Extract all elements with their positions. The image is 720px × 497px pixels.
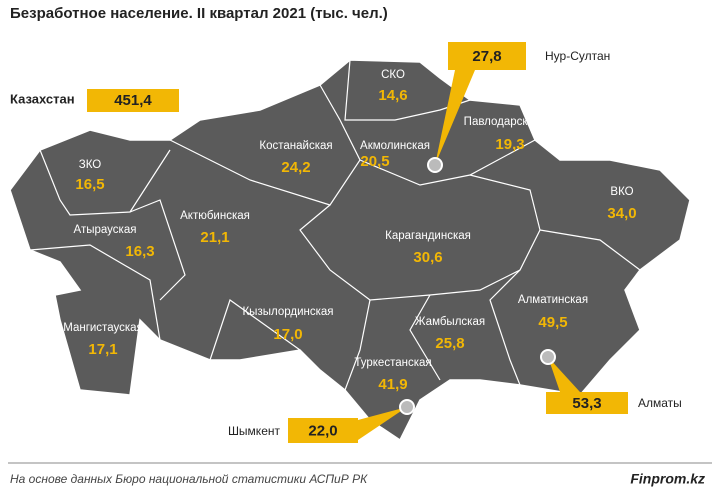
region-name: Алматинская <box>518 294 588 306</box>
city-pointer <box>358 407 407 440</box>
region-value: 21,1 <box>200 229 229 246</box>
city-marker <box>540 349 556 365</box>
brand: Finprom.kz <box>630 471 705 487</box>
city-name: Алматы <box>638 396 682 410</box>
title: Безработное население. II квартал 2021 (… <box>10 5 388 22</box>
region-value: 19,3 <box>495 136 524 153</box>
region-name: Костанайская <box>259 140 332 152</box>
region-value: 14,6 <box>378 87 407 104</box>
region-value: 16,5 <box>75 176 104 193</box>
region-borders <box>29 59 641 391</box>
region-value: 16,3 <box>125 243 154 260</box>
region-value: 30,6 <box>413 249 442 266</box>
region-value: 49,5 <box>538 314 567 331</box>
city-value: 22,0 <box>308 422 337 439</box>
region-name: Павлодарская <box>464 116 541 128</box>
region-name: ВКО <box>610 186 633 198</box>
city-pointer <box>548 357 580 392</box>
city-value: 53,3 <box>572 395 601 412</box>
region-value: 41,9 <box>378 376 407 393</box>
city-value: 27,8 <box>472 48 501 65</box>
city-box <box>288 418 358 443</box>
city-pointer <box>435 70 475 165</box>
region-name: Акмолинская <box>360 140 430 152</box>
total-box <box>87 89 179 112</box>
region-name: Жамбылская <box>415 316 485 328</box>
city-name: Шымкент <box>228 424 281 438</box>
region-value: 20,5 <box>360 153 389 170</box>
city-name: Нур-Султан <box>545 49 610 63</box>
region-name: Кызылординская <box>242 306 333 318</box>
source: На основе данных Бюро национальной стати… <box>10 472 368 486</box>
region-name: ЗКО <box>79 159 102 171</box>
region-name: Карагандинская <box>385 230 471 242</box>
region-name: Туркестанская <box>354 357 431 369</box>
region-value: 17,1 <box>88 341 117 358</box>
city-box <box>448 42 526 70</box>
region-name: Мангистауская <box>63 322 143 334</box>
city-marker <box>399 399 415 415</box>
region-value: 24,2 <box>281 159 310 176</box>
country-shape <box>9 59 691 442</box>
region-name: СКО <box>381 69 405 81</box>
city-marker <box>427 157 443 173</box>
total-value: 451,4 <box>114 92 152 109</box>
region-value: 17,0 <box>273 326 302 343</box>
region-value: 34,0 <box>607 205 636 222</box>
region-name: Актюбинская <box>180 210 250 222</box>
region-value: 25,8 <box>435 335 464 352</box>
city-box <box>546 392 628 414</box>
total-label: Казахстан <box>10 91 75 106</box>
region-name: Атырауская <box>74 224 137 236</box>
